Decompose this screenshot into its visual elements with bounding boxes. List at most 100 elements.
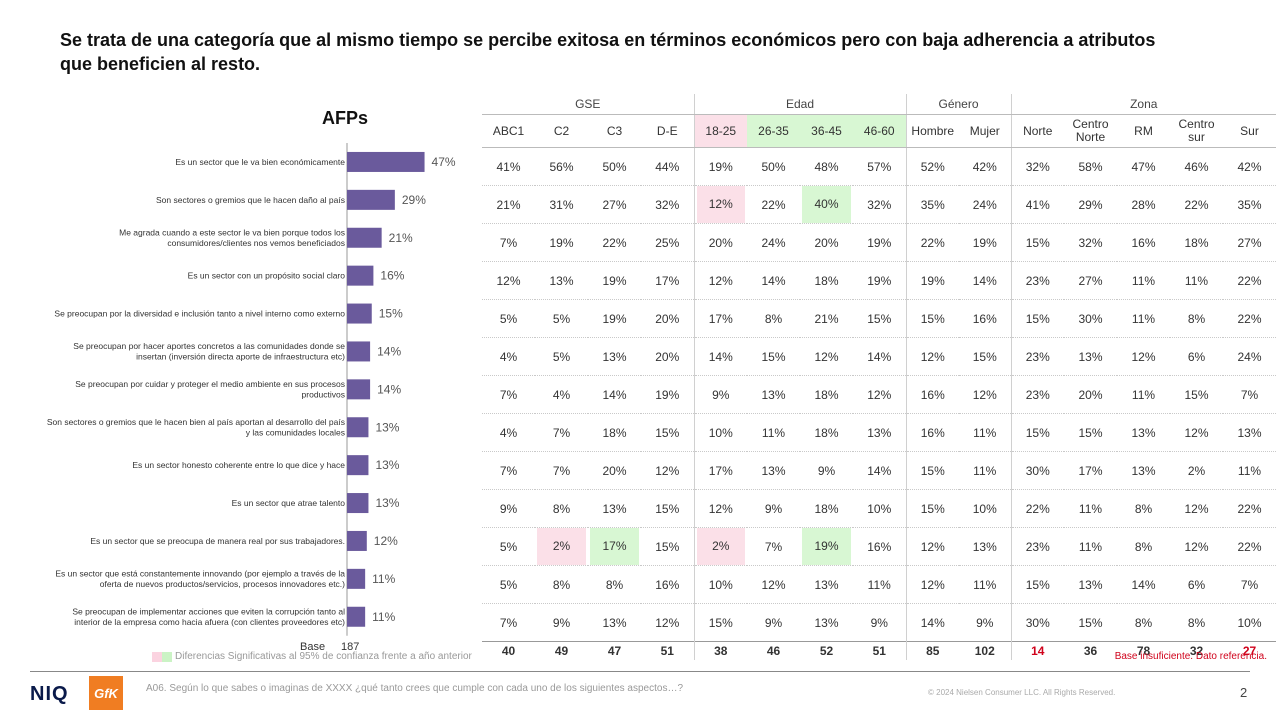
table-cell: 22% [1223, 299, 1276, 338]
table-cell: 4% [482, 413, 535, 452]
table-row: 7% 9% 13% 12% 15% 9% 13% 9% 14% 9% 30% 15% 8% 8% 10% [482, 603, 1276, 642]
table-cell: 5% [482, 527, 535, 566]
table-cell: 4% [535, 375, 588, 414]
base-cell: 27 [1223, 641, 1276, 660]
table-cell: 15% [747, 337, 800, 376]
category-label: Es un sector que se preocupa de manera r… [90, 536, 345, 546]
table-cell: 7% [482, 223, 535, 262]
table-cell: 5% [535, 337, 588, 376]
table-cell: 11% [1117, 375, 1170, 414]
table-cell: 9% [482, 489, 535, 528]
table-cell: 7% [747, 527, 800, 566]
table-cell: 16% [1117, 223, 1170, 262]
table-cell: 16% [641, 565, 694, 604]
table-cell: 12% [693, 489, 747, 528]
table-cell: 10% [853, 489, 906, 528]
table-cell: 56% [535, 147, 588, 186]
table-cell: 40% [800, 185, 853, 224]
table-row: 5% 8% 8% 16% 10% 12% 13% 11% 12% 11% 15% 13% 14% 6% 7% [482, 565, 1276, 604]
table-row: 9% 8% 13% 15% 12% 9% 18% 10% 15% 10% 22% 11% 8% 12% 22… [482, 489, 1276, 528]
bar [347, 417, 369, 438]
table-cell: 8% [1134, 615, 1153, 630]
base-cell: 32 [1170, 641, 1223, 660]
table-cell: 13% [588, 337, 641, 376]
table-cell: 57% [853, 147, 906, 186]
table-cell: 22% [1170, 185, 1223, 224]
table-cell: 15% [959, 337, 1011, 376]
bar-value-label: 14% [377, 382, 401, 396]
table-cell: 13% [1064, 337, 1117, 376]
table-cell: 22% [747, 185, 800, 224]
table-cell: 20% [641, 299, 694, 338]
table-cell: 14% [853, 451, 906, 490]
base-cell: 47 [588, 641, 641, 660]
table-cell: 12% [655, 615, 680, 630]
group-header-edad: Edad [693, 94, 906, 115]
bar-value-label: 15% [379, 307, 403, 321]
table-cell: 5% [482, 565, 535, 604]
column-header: 36-45 [800, 114, 853, 148]
column-header: Norte [1010, 114, 1064, 148]
table-cell: 21% [800, 299, 853, 338]
highlighted-cell: 2% [696, 528, 745, 565]
insufficient-base-note: Base insuficiente. Dato referencia. [1114, 651, 1267, 662]
significance-legend: Diferencias Significativas al 95% de con… [152, 651, 472, 662]
table-cell: 12% [905, 337, 959, 376]
table-cell: 15% [641, 413, 694, 452]
base-cell: 46 [747, 641, 800, 660]
highlighted-cell: 17% [590, 528, 639, 565]
column-header: D-E [641, 114, 694, 148]
table-cell: 17% [1064, 451, 1117, 490]
table-cell: 15% [905, 451, 959, 490]
table-cell: 50% [588, 147, 641, 186]
table-cell: 16% [905, 375, 959, 414]
table-cell: 6% [1170, 337, 1223, 376]
table-row: 4% 5% 13% 20% 14% 15% 12% 14% 12% 15% 23% 13% 12% 6% 2… [482, 337, 1276, 376]
table-cell: 8% [1117, 527, 1170, 566]
table-cell: 11% [747, 413, 800, 452]
table-cell: 6% [1170, 565, 1223, 604]
table-row: 4% 7% 18% 15% 10% 11% 18% 13% 16% 11% 15% 15% 13% 12%… [482, 413, 1276, 452]
table-cell: 16% [853, 527, 906, 566]
table-cell: 14% [747, 261, 800, 300]
table-cell: 15% [905, 299, 959, 338]
table-cell: 30% [1064, 299, 1117, 338]
table-row: 12% 13% 19% 17% 12% 14% 18% 19% 19% 14% 23% 27% 11% 1… [482, 261, 1276, 300]
table-cell: 15% [1170, 375, 1223, 414]
niq-logo: NIQ [30, 683, 69, 705]
bar [347, 606, 366, 627]
table-cell: 12% [482, 261, 535, 300]
category-label: Se preocupan por hacer aportes concretos… [73, 341, 345, 362]
table-cell: 15% [1064, 413, 1117, 452]
table-cell: 23% [1010, 261, 1064, 300]
table-cell: 9% [747, 489, 800, 528]
table-cell: 22% [1223, 261, 1276, 300]
base-cell: 38 [693, 641, 747, 660]
table-cell: 22% [905, 223, 959, 262]
table-cell: 15% [641, 489, 694, 528]
highlighted-cell: 40% [802, 186, 851, 223]
table-row: 41% 56% 50% 44% 19% 50% 48% 57% 52% 42% 32% 58% 47% 4… [482, 147, 1276, 186]
bar [347, 265, 374, 286]
table-cell: 8% [1170, 299, 1223, 338]
group-header-genero: Género [905, 94, 1011, 115]
bar [347, 151, 425, 172]
chart-title: AFPs [321, 108, 368, 128]
table-cell: 11% [959, 565, 1011, 604]
table-cell: 19% [959, 223, 1011, 262]
table-cell: 27% [1064, 261, 1117, 300]
table-cell: 15% [905, 489, 959, 528]
table-cell: 2% [1170, 451, 1223, 490]
base-cell: 51 [853, 641, 906, 660]
table-cell: 14% [959, 261, 1011, 300]
table-cell: 18% [800, 413, 853, 452]
table-cell: 12% [959, 375, 1011, 414]
table-cell: 12% [1170, 527, 1223, 566]
table-cell: 20% [693, 223, 747, 262]
bar-value-label: 21% [389, 231, 413, 245]
table-cell: 12% [800, 337, 853, 376]
table-cell: 14% [588, 375, 641, 414]
base-cell: 36 [1064, 641, 1117, 660]
table-cell: 15% [1010, 565, 1064, 604]
table-cell: 27% [1223, 223, 1276, 262]
